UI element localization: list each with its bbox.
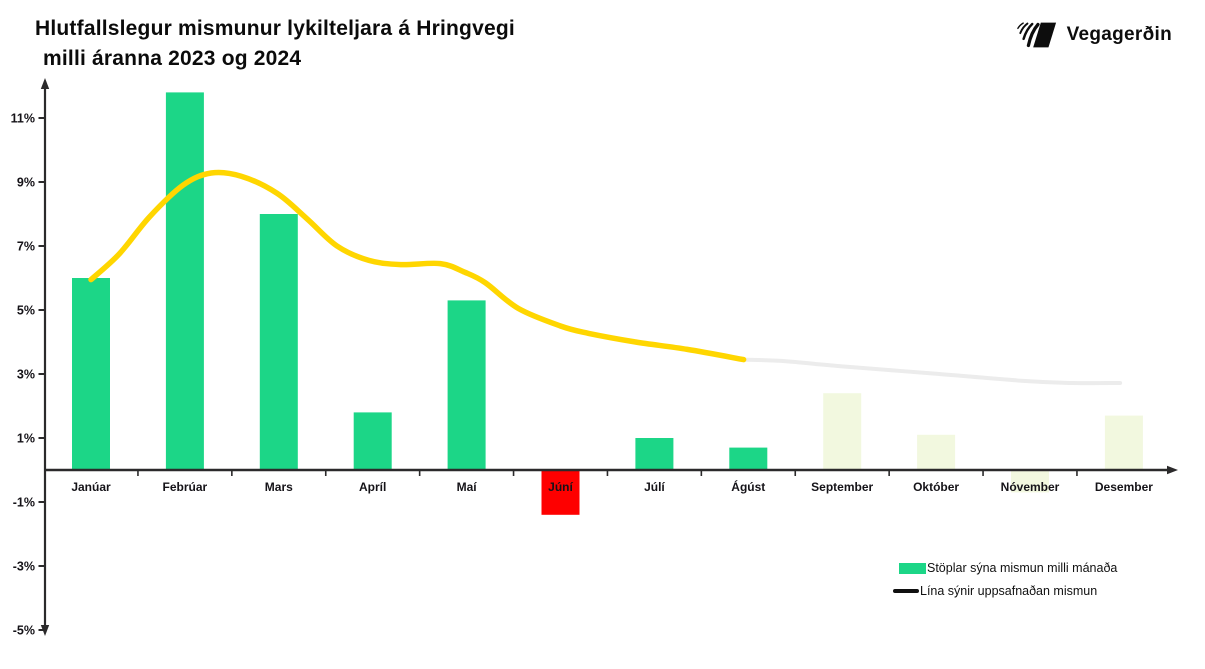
month-label-Apríl: Apríl — [359, 480, 386, 494]
bar-Apríl — [353, 412, 392, 470]
bar-Desember — [1104, 415, 1143, 470]
bar-Júlí — [635, 438, 674, 470]
y-tick-label-7%: 7% — [17, 240, 35, 254]
bar-Mars — [259, 214, 298, 470]
month-label-Október: Október — [913, 480, 959, 494]
month-label-Mars: Mars — [265, 480, 293, 494]
page-title: Hlutfallslegur mismunur lykilteljara á H… — [35, 14, 515, 74]
bar-Janúar — [72, 278, 110, 470]
legend-bar-swatch-icon — [899, 562, 926, 574]
y-tick-label-1%: 1% — [17, 432, 35, 446]
month-label-Júlí: Júlí — [644, 480, 665, 494]
y-tick-label-9%: 9% — [17, 176, 35, 190]
legend-bars-label: Stöplar sýna mismun milli mánaða — [927, 561, 1118, 575]
bar-Maí — [447, 300, 486, 470]
month-label-Janúar: Janúar — [71, 480, 111, 494]
bar-Nóvember — [1011, 470, 1049, 493]
legend-item-line: Lína sýnir uppsafnaðan mismun — [893, 584, 1117, 598]
legend-item-bars: Stöplar sýna mismun milli mánaða — [899, 561, 1117, 575]
cumulative-line-actual — [88, 169, 747, 363]
cumulative-line-projected — [741, 357, 1123, 386]
chart-legend: Stöplar sýna mismun milli mánaða Lína sý… — [893, 561, 1117, 598]
vegagerdin-logo-icon — [1016, 22, 1056, 48]
y-tick-label-3%: 3% — [17, 368, 35, 382]
month-label-Febrúar: Febrúar — [163, 480, 208, 494]
bar-Ágúst — [729, 447, 768, 470]
page-title-line1: Hlutfallslegur mismunur lykilteljara á H… — [35, 17, 515, 40]
y-tick-label--5%: -5% — [13, 624, 35, 638]
month-label-Desember: Desember — [1095, 480, 1153, 494]
month-label-Nóvember: Nóvember — [1001, 480, 1060, 494]
bar-Febrúar — [165, 92, 204, 471]
y-tick-label-5%: 5% — [17, 304, 35, 318]
y-tick-label--1%: -1% — [13, 496, 35, 510]
logo: Vegagerðin — [1016, 20, 1172, 50]
legend-line-swatch-icon — [893, 589, 919, 593]
month-label-Ágúst: Ágúst — [731, 479, 765, 494]
x-axis-right-arrow-icon — [1167, 465, 1178, 475]
y-axis-top-arrow-icon — [40, 78, 50, 89]
bar-Október — [917, 434, 956, 470]
bar-Júní — [541, 470, 580, 515]
month-label-Júní: Júní — [548, 480, 573, 494]
month-label-September: September — [811, 480, 873, 494]
legend-line-label: Lína sýnir uppsafnaðan mismun — [920, 584, 1098, 598]
bar-September — [823, 393, 862, 470]
page-title-line2: milli áranna 2023 og 2024 — [43, 47, 302, 70]
month-label-Maí: Maí — [457, 480, 478, 494]
y-tick-label--3%: -3% — [13, 560, 35, 574]
y-tick-label-11%: 11% — [11, 112, 35, 126]
logo-text: Vegagerðin — [1066, 24, 1172, 45]
